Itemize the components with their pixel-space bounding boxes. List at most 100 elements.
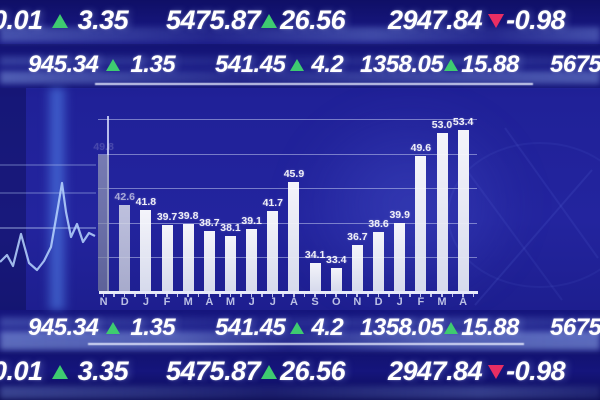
bar-value-label: 39.7 [156,210,178,223]
chart-gridline [98,119,477,121]
price-value: 541.45 [215,314,286,341]
axis-tick [441,293,443,298]
axis-tick [123,293,126,298]
bar-value-label: 34.1 [304,249,326,262]
axis-tick [144,293,147,298]
ticker-segment: 541.45 4.2 [215,49,344,81]
month-label: A [205,296,214,308]
ticker-segment: 5675 [550,312,600,344]
month-label: S [311,296,319,308]
down-arrow-icon [488,364,505,379]
bar-value-label: 41.7 [262,196,284,209]
price-change: -0.98 [506,5,566,35]
chart-bar [330,268,342,292]
ticker-segment: 2947.84 -0.98 [388,354,566,389]
background-glow [290,100,530,310]
price-change: 1.35 [130,314,176,341]
bar-value-label: 38.7 [199,217,220,230]
chart-bar [161,224,173,292]
ticker-segment: 0.01 3.35 [0,3,129,38]
price-value: 541.45 [215,51,286,78]
axis-tick [261,293,263,298]
up-arrow-icon [261,364,278,379]
month-label: N [99,296,108,308]
month-label: M [183,296,193,308]
price-value: 5475.87 [166,356,261,386]
axis-tick [208,293,210,298]
axis-tick [102,293,105,298]
ticker-segment: 1358.05 15.88 [360,312,519,344]
month-label: N [353,296,362,308]
ticker-segment: 5675 [550,49,600,81]
bar-value-label: 49.6 [410,142,432,155]
chart-bar [351,245,363,292]
chart-bar [394,223,406,292]
month-label: M [437,296,447,308]
chart-bar [436,132,448,292]
bar-value-label: 49.8 [93,140,114,153]
bar-value-label: 39.1 [241,214,262,227]
month-label: F [417,296,425,308]
chart-gridline [98,188,477,190]
month-label: D [120,296,129,308]
chart-bar [246,228,258,292]
axis-tick [250,293,253,298]
axis-tick [176,293,179,298]
axis-tick [356,293,358,298]
axis-tick [451,293,454,298]
bar-value-label: 45.9 [283,167,305,180]
chart-bar [182,223,194,292]
axis-tick [472,293,475,298]
chart-x-axis [99,291,478,294]
axis-tick [271,293,274,298]
chart-bar [373,232,385,292]
price-value: 0.01 [0,356,43,386]
month-label: J [396,296,403,308]
month-label: A [459,296,468,308]
ticker-segment: 5475.87 26.56 [166,354,346,389]
axis-tick [303,293,306,298]
price-change: 15.88 [461,51,519,78]
ticker-segment: 0.01 3.35 [0,354,129,389]
chart-bar [415,156,427,292]
axis-tick [218,293,221,298]
bar-value-label: 39.8 [177,209,199,222]
bar-value-label: 38.6 [368,218,389,231]
price-value: 945.34 [28,314,99,341]
chart-bar [267,210,279,292]
bar-value-label: 39.9 [389,209,410,222]
bar-value-label: 42.6 [114,190,135,203]
chart-bar [98,154,110,292]
month-label: J [248,296,255,308]
month-label: M [225,296,236,308]
axis-tick [155,293,158,298]
ticker-segment: 945.34 1.35 [28,49,176,81]
chart-gridline [98,222,477,224]
month-label: J [142,296,149,308]
price-change: -0.98 [506,356,566,386]
ticker-segment: 2947.84 -0.98 [388,3,566,38]
price-value: 5475.87 [166,5,261,35]
price-value: 945.34 [28,51,99,78]
price-value: 2947.84 [388,356,483,386]
price-change: 1.35 [130,51,176,78]
ticker-row-top-outer: 0.01 3.35 5475.87 26.56 2947.84 -0.98 [0,3,600,39]
axis-tick [197,293,200,298]
left-shade [0,88,26,310]
up-arrow-icon [51,364,68,379]
month-label: O [331,296,341,308]
ticker-segment: 945.34 1.35 [28,312,176,344]
bar-value-label: 53.0 [431,118,453,131]
up-arrow-icon [106,322,121,334]
chart-bar [457,130,469,292]
up-arrow-icon [261,13,278,28]
bar-value-label: 53.4 [452,116,474,129]
ticker-segment: 541.45 4.2 [215,312,344,344]
down-arrow-icon [488,13,505,28]
bar-value-label: 38.1 [220,221,241,234]
axis-tick [292,293,295,298]
up-arrow-icon [51,13,68,28]
axis-tick [366,293,369,298]
axis-tick [229,293,232,298]
